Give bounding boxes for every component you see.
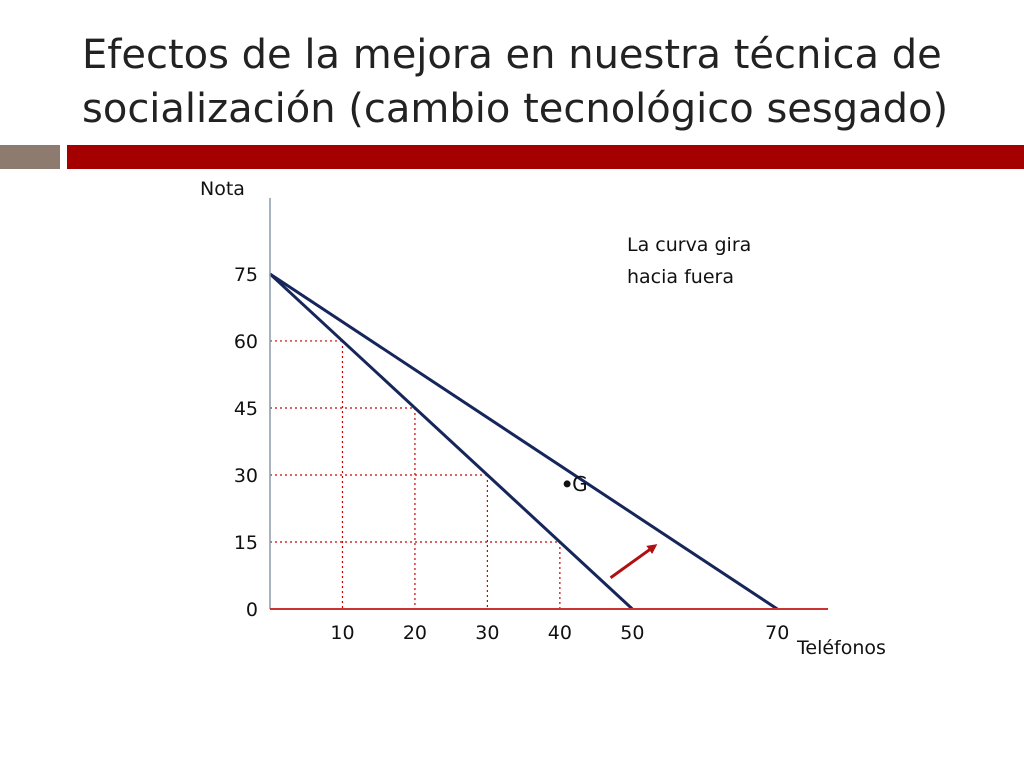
x-tick-label-20: 20 xyxy=(403,622,427,644)
title-line-1: Efectos de la mejora en nuestra técnica … xyxy=(82,32,942,78)
x-axis-label: Teléfonos xyxy=(796,637,886,659)
slide-title: Efectos de la mejora en nuestra técnica … xyxy=(82,28,982,136)
shift-arrow xyxy=(609,544,658,579)
x-tick-label-30: 30 xyxy=(475,622,499,644)
title-side-block xyxy=(0,145,60,169)
budget-line-0 xyxy=(268,272,634,611)
annotation-line-2: hacia fuera xyxy=(627,266,734,288)
budget-line-1 xyxy=(269,272,779,611)
title-accent-bar xyxy=(67,145,1024,169)
annotation-line-1: La curva gira xyxy=(627,234,751,256)
y-axis-label: Nota xyxy=(200,178,245,200)
x-tick-label-10: 10 xyxy=(330,622,354,644)
x-tick-labels: 10 20 30 40 50 70 xyxy=(330,622,789,644)
y-tick-label-45: 45 xyxy=(234,398,258,420)
series-lines xyxy=(268,272,779,611)
point-g-label: G xyxy=(572,472,588,496)
title-line-2: socialización (cambio tecnológico sesgad… xyxy=(82,86,949,132)
point-g-marker xyxy=(563,480,571,488)
x-tick-label-50: 50 xyxy=(620,622,644,644)
guide-lines xyxy=(270,340,561,609)
y-tick-labels: 0 15 30 45 60 75 xyxy=(234,264,258,621)
y-tick-label-60: 60 xyxy=(234,331,258,353)
x-tick-label-70: 70 xyxy=(765,622,789,644)
y-tick-label-30: 30 xyxy=(234,465,258,487)
y-tick-label-0: 0 xyxy=(246,599,258,621)
y-tick-label-75: 75 xyxy=(234,264,258,286)
y-tick-label-15: 15 xyxy=(234,532,258,554)
x-tick-label-40: 40 xyxy=(548,622,572,644)
